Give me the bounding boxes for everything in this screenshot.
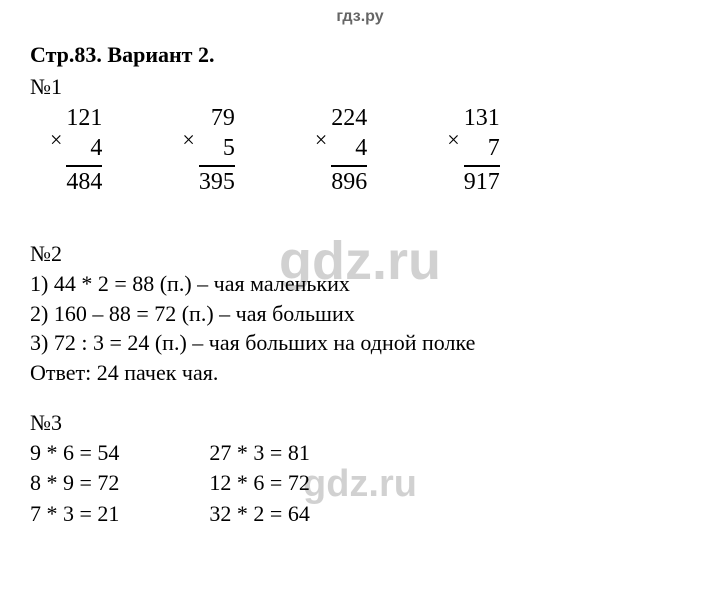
- page-title: Стр.83. Вариант 2.: [30, 40, 690, 70]
- multiply-icon: ×: [182, 125, 194, 155]
- task1-label: №1: [30, 72, 690, 102]
- task3-col2: 27 * 3 = 81 12 * 6 = 72 32 * 2 = 64: [209, 438, 309, 530]
- task2-line: 3) 72 : 3 = 24 (п.) – чая больших на одн…: [30, 328, 690, 358]
- site-header: гдз.ру: [0, 0, 720, 26]
- task2-line: 1) 44 * 2 = 88 (п.) – чая маленьких: [30, 269, 690, 299]
- mult-result: 917: [464, 167, 500, 197]
- task3-line: 7 * 3 = 21: [30, 499, 119, 530]
- mult-result: 395: [199, 167, 235, 197]
- mult-top: 131: [464, 103, 500, 133]
- task3-line: 8 * 9 = 72: [30, 468, 119, 499]
- multiply-icon: ×: [447, 125, 459, 155]
- task3-line: 32 * 2 = 64: [209, 499, 309, 530]
- mult-bottom: 4: [90, 133, 102, 163]
- task3: №3 9 * 6 = 54 8 * 9 = 72 7 * 3 = 21 27 *…: [30, 408, 690, 530]
- mult-bottom: 4: [355, 133, 367, 163]
- task2-label: №2: [30, 239, 690, 269]
- task3-line: 12 * 6 = 72: [209, 468, 309, 499]
- task2-line: 2) 160 – 88 = 72 (п.) – чая больших: [30, 299, 690, 329]
- mult-top: 224: [331, 103, 367, 133]
- task2: №2 1) 44 * 2 = 88 (п.) – чая маленьких 2…: [30, 239, 690, 387]
- mult-bottom: 7: [488, 133, 500, 163]
- task2-answer: Ответ: 24 пачек чая.: [30, 358, 690, 388]
- mult-item: × 121 4 484: [50, 103, 102, 197]
- mult-bottom: 5: [223, 133, 235, 163]
- mult-item: × 79 5 395: [182, 103, 234, 197]
- multiply-icon: ×: [50, 125, 62, 155]
- task3-line: 9 * 6 = 54: [30, 438, 119, 469]
- mult-top: 121: [66, 103, 102, 133]
- page-content: Стр.83. Вариант 2. №1 × 121 4 484 × 79 5…: [0, 26, 720, 530]
- task1-multiplications: × 121 4 484 × 79 5 395 × 224 4 896: [50, 103, 690, 197]
- mult-top: 79: [211, 103, 235, 133]
- mult-result: 484: [66, 167, 102, 197]
- mult-item: × 224 4 896: [315, 103, 367, 197]
- mult-item: × 131 7 917: [447, 103, 499, 197]
- task3-col1: 9 * 6 = 54 8 * 9 = 72 7 * 3 = 21: [30, 438, 119, 530]
- mult-result: 896: [331, 167, 367, 197]
- task3-line: 27 * 3 = 81: [209, 438, 309, 469]
- multiply-icon: ×: [315, 125, 327, 155]
- task3-label: №3: [30, 408, 690, 438]
